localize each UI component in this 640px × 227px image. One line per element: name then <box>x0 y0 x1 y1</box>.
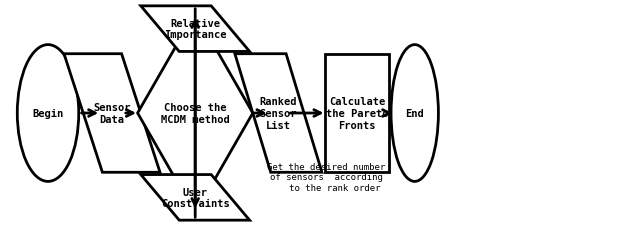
Ellipse shape <box>391 45 438 182</box>
Text: Relative
Importance: Relative Importance <box>164 19 227 40</box>
Polygon shape <box>235 54 322 173</box>
Polygon shape <box>64 54 160 173</box>
Text: Begin: Begin <box>33 109 63 118</box>
Text: User
Constraints: User Constraints <box>161 187 230 208</box>
Text: Ranked
Sensor
List: Ranked Sensor List <box>260 97 297 130</box>
Polygon shape <box>141 7 250 52</box>
Text: Sensor
Data: Sensor Data <box>93 103 131 124</box>
Bar <box>325 54 389 173</box>
Text: Get the desired number
of sensors  according
   to the rank order: Get the desired number of sensors accord… <box>268 162 385 192</box>
Text: Choose the
MCDM method: Choose the MCDM method <box>161 103 230 124</box>
Text: Calculate
the Pareto
Fronts: Calculate the Pareto Fronts <box>326 97 388 130</box>
Ellipse shape <box>17 45 79 182</box>
Polygon shape <box>138 14 253 213</box>
Text: End: End <box>405 109 424 118</box>
Polygon shape <box>141 175 250 220</box>
